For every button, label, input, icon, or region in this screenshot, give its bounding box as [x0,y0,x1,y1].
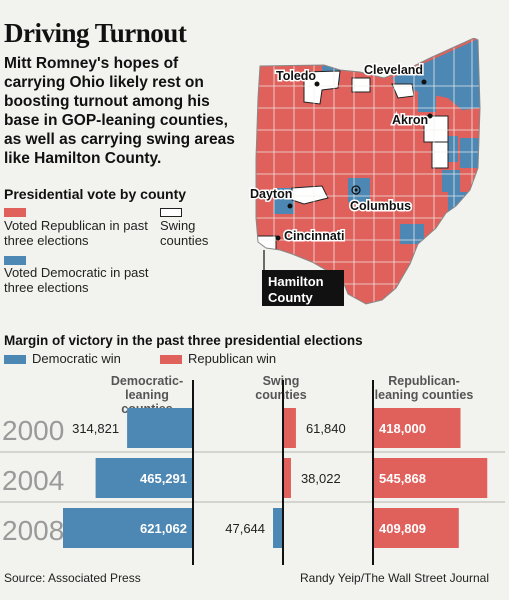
bar-republican [373,408,461,448]
bar-republican [373,458,488,498]
bar-republican [373,508,459,548]
toledo-label: Toledo [276,69,316,83]
cincinnati-dot [275,235,281,241]
hamilton-label-line2: County [268,290,314,305]
republican-win-swatch [160,355,182,364]
republican-swatch [4,208,26,217]
cincinnati-label: Cincinnati [284,229,344,243]
democratic-win-swatch [4,355,26,364]
hamilton-callout-box [262,270,344,306]
akron-dot [427,113,433,119]
toledo-dot [314,81,320,87]
ohio-outline [255,38,481,305]
cleveland-dot [421,79,427,85]
credit-note: Randy Yeip/The Wall Street Journal [300,571,489,585]
year-label: 2008 [2,515,64,546]
data-label: 61,840 [306,421,346,436]
bar-democratic [95,458,193,498]
ohio-county-map: Toledo Cleveland Akron Dayton Columbus C… [249,38,481,306]
republican-legend-label: Voted Republican in past three elections [4,218,148,248]
cleveland-label: Cleveland [364,63,423,77]
data-label: 621,062 [140,521,187,536]
bar-democratic [63,508,193,548]
dayton-label: Dayton [250,187,292,201]
democratic-win-label: Democratic win [32,351,121,366]
dayton-dot [287,203,293,209]
bar-republican [283,408,296,448]
data-label: 418,000 [379,421,426,436]
democratic-legend-label: Voted Democratic in past three elections [4,265,149,295]
columbus-capital-icon [351,185,361,195]
data-label: 38,022 [301,471,341,486]
democratic-swatch [4,256,26,265]
group-header-swing: Swing counties [255,374,307,402]
republican-win-label: Republican win [188,351,277,366]
bar-democratic [127,408,193,448]
swing-legend-label: Swing counties [160,218,209,248]
bar-democratic [273,508,283,548]
data-label: 314,821 [72,421,119,436]
akron-label: Akron [392,113,428,127]
columbus-label: Columbus [350,199,411,213]
columbus-dot [354,188,358,192]
city-dots [275,79,433,241]
subtitle: Mitt Romney's hopes of carrying Ohio lik… [4,55,235,167]
data-label: 545,868 [379,471,426,486]
group-header-republican: Republican-leaning counties [374,374,474,402]
year-label: 2000 [2,415,64,446]
legend-heading: Presidential vote by county [4,186,187,202]
margin-chart: 2000 2004 2008 314,821 465,291 621,062 61,840 3… [0,380,505,565]
page-title: Driving Turnout [4,18,187,48]
source-note: Source: Associated Press [4,571,141,585]
bar-republican [283,458,291,498]
data-label: 409,809 [379,521,426,536]
data-label: 47,644 [225,521,265,536]
city-labels: Toledo Cleveland Akron Dayton Columbus C… [249,62,430,245]
swing-swatch [160,208,182,217]
county-borders [256,38,480,304]
year-label: 2004 [2,465,64,496]
hamilton-label-line1: Hamilton [268,274,324,289]
data-label: 465,291 [140,471,187,486]
chart-title: Margin of victory in the past three pres… [4,333,363,348]
